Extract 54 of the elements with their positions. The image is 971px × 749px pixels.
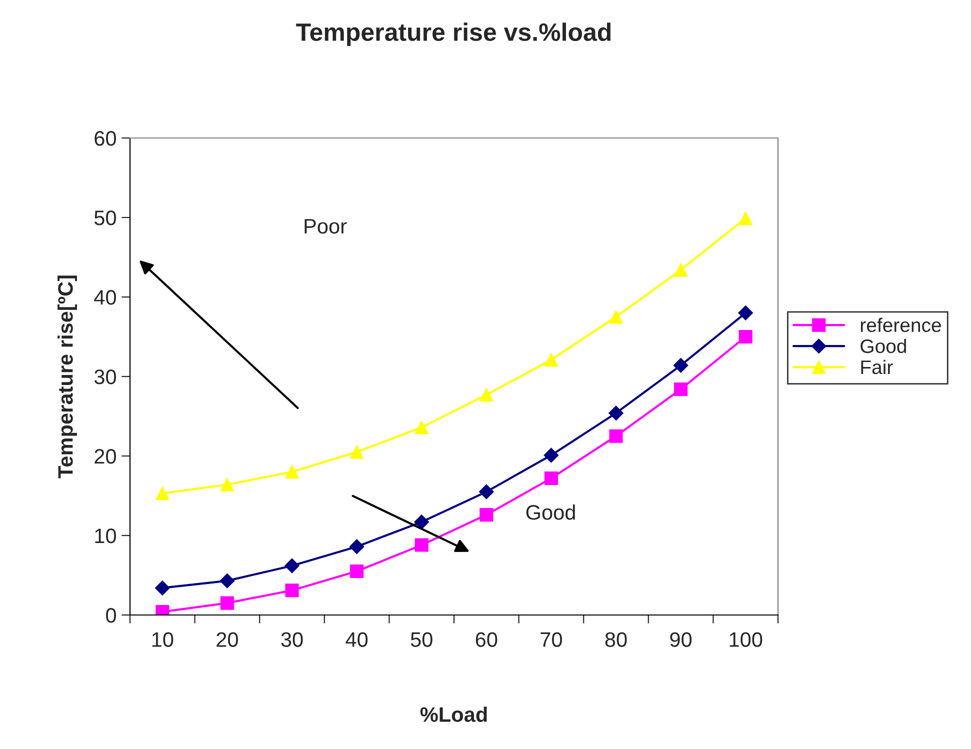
point: [674, 382, 688, 396]
x-tick-label: 10: [152, 632, 174, 647]
x-tick-label: 30: [281, 632, 303, 647]
point: [285, 584, 299, 598]
y-tick-label: 50: [94, 210, 116, 226]
legend-label: reference: [860, 318, 941, 332]
legend-label: Fair: [861, 360, 893, 374]
point: [544, 471, 558, 486]
y-tick-label: 30: [94, 370, 116, 384]
x-axis-title: %Load: [420, 706, 487, 722]
point: [544, 448, 559, 463]
point: [284, 558, 300, 574]
y-tick-label: 0: [106, 608, 116, 623]
point: [285, 465, 299, 479]
y-tick-label: 20: [94, 449, 116, 464]
point: [414, 514, 429, 530]
y-axis-title: Temperature rise[ºC]: [58, 276, 77, 478]
annotation: Good: [526, 504, 575, 520]
point: [608, 406, 624, 420]
x-tick-label: 100: [730, 632, 762, 647]
point: [738, 330, 752, 344]
point: [414, 538, 428, 552]
x-tick-label: 20: [216, 632, 238, 647]
point: [220, 478, 234, 492]
y-tick-label: 40: [94, 290, 116, 305]
x-tick-label: 50: [410, 632, 432, 647]
legend-label: Good: [860, 338, 906, 354]
point: [220, 596, 234, 610]
point: [609, 429, 623, 443]
point: [349, 539, 364, 554]
point: [609, 310, 623, 324]
point: [220, 573, 235, 588]
x-tick-label: 70: [540, 632, 562, 647]
x-tick-label: 40: [346, 632, 368, 647]
x-tick-label: 60: [476, 632, 498, 647]
chart-title: Temperature rise vs.%load: [296, 22, 611, 46]
point: [673, 358, 688, 373]
point: [544, 353, 558, 367]
x-tick-label: 80: [605, 632, 627, 647]
x-tick-label: 90: [670, 632, 692, 647]
point: [414, 420, 428, 434]
point: [350, 445, 364, 459]
point: [738, 306, 753, 320]
y-tick-label: 10: [95, 528, 116, 544]
point: [674, 263, 688, 277]
y-tick-label: 60: [94, 131, 116, 146]
point: [738, 212, 752, 226]
point: [480, 508, 494, 522]
point: [350, 564, 364, 578]
annotation: Poor: [304, 219, 347, 234]
point: [155, 580, 170, 596]
point: [480, 388, 494, 402]
point: [156, 486, 170, 500]
point: [479, 484, 494, 500]
